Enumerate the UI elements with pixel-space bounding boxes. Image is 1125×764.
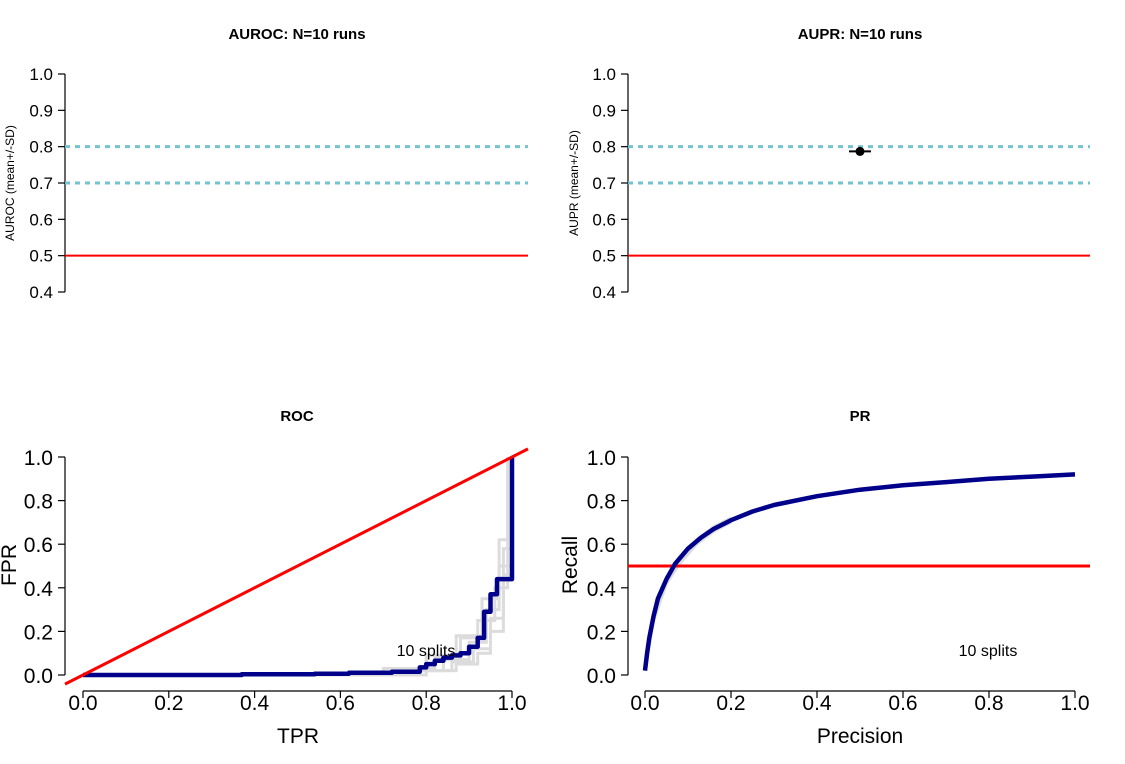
roc-split-curve xyxy=(83,457,510,677)
roc-y-tick-label: 0.8 xyxy=(24,491,53,514)
roc-x-tick-label: 0.4 xyxy=(240,692,270,715)
roc-y-axis-label: FPR xyxy=(0,544,21,586)
aupr-mean-point xyxy=(855,146,865,156)
roc-title: ROC xyxy=(280,408,314,425)
roc-x-axis-label: TPR xyxy=(277,725,319,748)
roc-panel: ROC TPR FPR 0.0 0.2 0.4 0.6 0.8 1.0 0.0 0.2 0.4… xyxy=(0,408,529,748)
roc-y-tick-label: 1.0 xyxy=(24,447,53,470)
pr-splits-annotation: 10 splits xyxy=(959,643,1018,660)
aupr-y-tick-label: 0.7 xyxy=(592,174,616,193)
pr-y-tick-label: 0.4 xyxy=(587,578,617,601)
pr-y-tick-label: 1.0 xyxy=(587,447,616,470)
roc-x-ticks: 0.0 0.2 0.4 0.6 0.8 1.0 xyxy=(68,691,527,715)
roc-x-tick-label: 0.8 xyxy=(412,692,441,715)
pr-x-tick-label: 1.0 xyxy=(1060,692,1089,715)
aupr-points xyxy=(849,146,871,156)
pr-y-tick-label: 0.6 xyxy=(587,534,616,557)
roc-x-tick-label: 0.0 xyxy=(68,692,97,715)
roc-mean-curve xyxy=(83,457,515,678)
aupr-title: AUPR: N=10 runs xyxy=(798,26,923,43)
auroc-y-ticks: 0.4 0.5 0.6 0.7 0.8 0.9 1.0 xyxy=(29,65,65,302)
auroc-title: AUROC: N=10 runs xyxy=(228,26,365,43)
pr-mean-curve-group xyxy=(642,472,1076,671)
auroc-y-tick-label: 0.5 xyxy=(29,247,53,266)
pr-title: PR xyxy=(850,408,871,425)
roc-y-tick-label: 0.6 xyxy=(24,534,53,557)
aupr-reference-lines xyxy=(628,145,1090,257)
roc-split-curve xyxy=(83,457,514,677)
pr-y-tick-label: 0.8 xyxy=(587,491,616,514)
auroc-y-tick-label: 0.8 xyxy=(29,138,53,157)
roc-x-tick-label: 0.6 xyxy=(326,692,355,715)
aupr-y-tick-label: 0.4 xyxy=(592,283,616,302)
pr-y-tick-label: 0.2 xyxy=(587,621,616,644)
pr-x-tick-label: 0.8 xyxy=(974,692,1003,715)
pr-x-tick-label: 0.2 xyxy=(716,692,745,715)
roc-x-tick-label: 1.0 xyxy=(497,692,526,715)
roc-y-tick-label: 0.2 xyxy=(24,621,53,644)
auroc-y-tick-label: 0.6 xyxy=(29,210,53,229)
pr-panel: PR Precision Recall 0.0 0.2 0.4 0.6 0.8 1.0 0… xyxy=(559,408,1090,748)
pr-x-tick-label: 0.4 xyxy=(802,692,832,715)
aupr-y-ticks: 0.4 0.5 0.6 0.7 0.8 0.9 1.0 xyxy=(592,65,628,302)
pr-y-ticks: 0.0 0.2 0.4 0.6 0.8 1.0 xyxy=(587,447,628,688)
aupr-panel: AUPR: N=10 runs AUPR (mean+/-SD) 0.40.50… xyxy=(567,26,1090,302)
aupr-y-axis-label: AUPR (mean+/-SD) xyxy=(567,130,581,236)
auroc-y-tick-label: 0.9 xyxy=(29,101,53,120)
roc-reference-lines xyxy=(64,447,529,686)
aupr-y-tick-label: 0.8 xyxy=(592,138,616,157)
pr-x-ticks: 0.0 0.2 0.4 0.6 0.8 1.0 xyxy=(630,691,1090,715)
aupr-y-tick-label: 0.9 xyxy=(592,101,616,120)
pr-x-axis-label: Precision xyxy=(817,725,903,748)
auroc-panel: AUROC: N=10 runs AUROC (mean+/-SD) 0.40.… xyxy=(3,26,528,302)
roc-splits-annotation: 10 splits xyxy=(397,643,456,660)
aupr-y-tick-label: 0.5 xyxy=(592,247,616,266)
roc-mean-curve-group xyxy=(83,457,515,678)
pr-x-tick-label: 0.6 xyxy=(888,692,917,715)
pr-y-tick-label: 0.0 xyxy=(587,665,616,688)
aupr-y-tick-label: 0.6 xyxy=(592,210,616,229)
roc-y-tick-label: 0.4 xyxy=(24,578,54,601)
aupr-y-tick-label: 1.0 xyxy=(592,65,616,84)
auroc-y-tick-label: 1.0 xyxy=(29,65,53,84)
pr-mean-curve xyxy=(642,472,1076,671)
roc-diagonal-reference-line xyxy=(64,447,529,686)
roc-y-tick-label: 0.0 xyxy=(24,665,53,688)
auroc-reference-lines xyxy=(65,145,528,257)
auroc-y-axis-label: AUROC (mean+/-SD) xyxy=(3,125,17,241)
pr-y-axis-label: Recall xyxy=(559,536,582,594)
auroc-y-tick-label: 0.4 xyxy=(29,283,53,302)
pr-x-tick-label: 0.0 xyxy=(630,692,659,715)
auroc-y-tick-label: 0.7 xyxy=(29,174,53,193)
roc-x-tick-label: 0.2 xyxy=(154,692,183,715)
roc-y-ticks: 0.0 0.2 0.4 0.6 0.8 1.0 xyxy=(24,447,65,688)
